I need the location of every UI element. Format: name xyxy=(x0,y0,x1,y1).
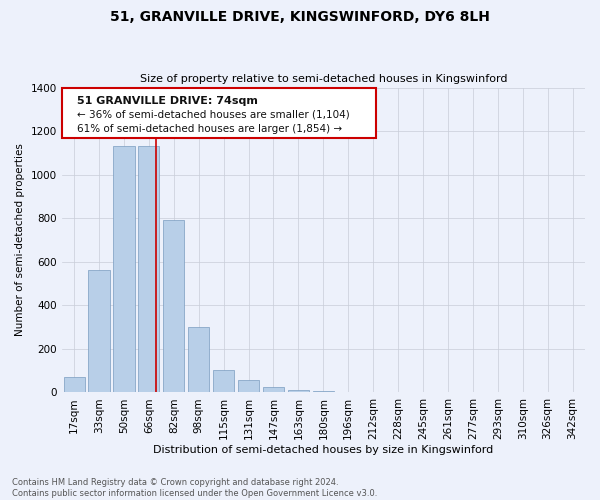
Bar xyxy=(188,327,209,392)
X-axis label: Distribution of semi-detached houses by size in Kingswinford: Distribution of semi-detached houses by … xyxy=(153,445,493,455)
Bar xyxy=(163,220,184,392)
Bar xyxy=(64,377,85,392)
Text: 51, GRANVILLE DRIVE, KINGSWINFORD, DY6 8LH: 51, GRANVILLE DRIVE, KINGSWINFORD, DY6 8… xyxy=(110,10,490,24)
Text: 61% of semi-detached houses are larger (1,854) →: 61% of semi-detached houses are larger (… xyxy=(77,124,343,134)
Bar xyxy=(288,390,309,392)
Y-axis label: Number of semi-detached properties: Number of semi-detached properties xyxy=(15,144,25,336)
Bar xyxy=(113,146,134,392)
Bar xyxy=(213,370,234,392)
Bar xyxy=(263,387,284,392)
Bar xyxy=(88,270,110,392)
Text: Contains HM Land Registry data © Crown copyright and database right 2024.
Contai: Contains HM Land Registry data © Crown c… xyxy=(12,478,377,498)
Title: Size of property relative to semi-detached houses in Kingswinford: Size of property relative to semi-detach… xyxy=(140,74,507,84)
Bar xyxy=(138,146,160,392)
Text: 51 GRANVILLE DRIVE: 74sqm: 51 GRANVILLE DRIVE: 74sqm xyxy=(77,96,258,106)
Bar xyxy=(238,380,259,392)
FancyBboxPatch shape xyxy=(62,88,376,138)
Text: ← 36% of semi-detached houses are smaller (1,104): ← 36% of semi-detached houses are smalle… xyxy=(77,110,350,120)
